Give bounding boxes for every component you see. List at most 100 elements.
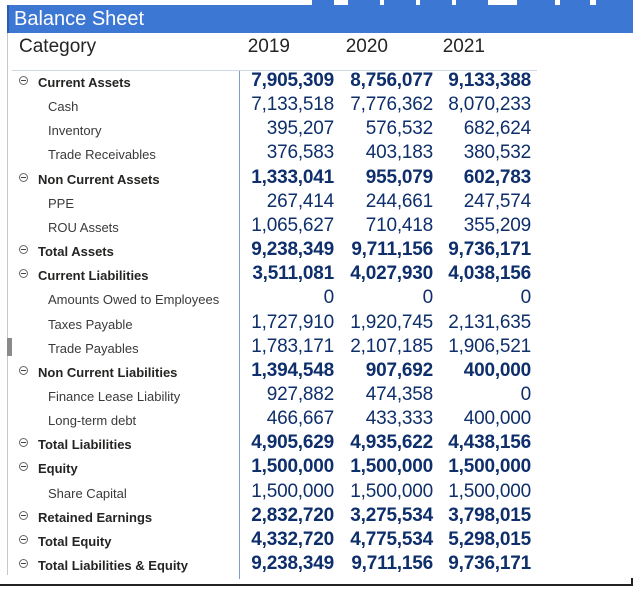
collapse-toggle-icon[interactable] — [19, 510, 28, 520]
table-row[interactable]: ROU Assets 1,065,627 710,418 355,209 — [0, 215, 540, 239]
collapse-toggle-icon[interactable] — [19, 462, 28, 472]
cell-value: 1,065,627 — [251, 214, 334, 236]
table-row[interactable]: Total Assets 9,238,349 9,711,156 9,736,171 — [0, 239, 540, 263]
cell-value: 9,711,156 — [351, 239, 433, 261]
cell-value: 9,133,388 — [448, 70, 531, 91]
row-label: Trade Receivables — [48, 147, 156, 163]
collapse-toggle-icon[interactable] — [19, 365, 28, 375]
collapse-toggle-icon[interactable] — [19, 269, 28, 279]
cell-value: 380,532 — [463, 142, 531, 164]
cell-value: 1,500,000 — [448, 456, 531, 478]
cell-value: 4,332,720 — [251, 528, 334, 550]
cell-value: 0 — [520, 383, 532, 405]
row-label: Inventory — [48, 123, 102, 139]
row-label: Cash — [48, 99, 79, 115]
cell-value: 602,783 — [463, 166, 531, 188]
row-label: ROU Assets — [48, 219, 119, 235]
cell-value: 1,500,000 — [251, 456, 334, 478]
toolbar-handle[interactable] — [312, 0, 334, 5]
row-label: Trade Payables — [48, 340, 139, 356]
table-row[interactable]: Trade Receivables 376,583 403,183 380,532 — [0, 142, 540, 166]
cell-value: 9,736,171 — [448, 239, 531, 261]
toolbar-button[interactable] — [348, 0, 380, 5]
collapse-toggle-icon[interactable] — [19, 534, 28, 544]
cell-value: 433,333 — [365, 408, 433, 430]
cell-value: 2,107,185 — [350, 335, 433, 357]
cell-value: 247,574 — [463, 190, 531, 212]
bottom-border — [0, 584, 633, 586]
table-row[interactable]: Taxes Payable 1,727,910 1,920,745 2,131,635 — [0, 312, 540, 336]
table-row[interactable]: Finance Lease Liability 927,882 474,358 0 — [0, 384, 540, 408]
cell-value: 1,500,000 — [448, 480, 531, 502]
table-row[interactable]: Current Liabilities 3,511,081 4,027,930 4,0… — [0, 263, 540, 287]
header-divider — [12, 70, 537, 71]
table-row[interactable]: Non Current Liabilities 1,394,548 907,692 4… — [0, 360, 540, 384]
toolbar-button[interactable] — [456, 0, 488, 5]
table-row[interactable]: Inventory 395,207 576,532 682,624 — [0, 118, 540, 142]
cell-value: 2,832,720 — [251, 504, 334, 526]
table-row[interactable]: Trade Payables 1,783,171 2,107,185 1,906,52… — [0, 336, 540, 360]
cell-value: 2,131,635 — [448, 311, 531, 333]
collapse-toggle-icon[interactable] — [19, 245, 28, 255]
cell-value: 1,394,548 — [251, 359, 334, 381]
column-header-2020[interactable]: 2020 — [345, 36, 388, 57]
cell-value: 1,500,000 — [251, 480, 334, 502]
cell-value: 4,905,629 — [251, 432, 334, 454]
toolbar-button[interactable] — [517, 0, 555, 5]
table-row[interactable]: Current Assets 7,905,309 8,756,077 9,133,38… — [0, 70, 540, 94]
collapse-toggle-icon[interactable] — [19, 559, 28, 568]
cell-value: 400,000 — [463, 359, 531, 381]
cell-value: 376,583 — [266, 142, 334, 164]
cell-value: 1,500,000 — [350, 456, 433, 478]
table-row[interactable]: Retained Earnings 2,832,720 3,275,534 3,798… — [0, 505, 540, 529]
cell-value: 1,906,521 — [448, 335, 531, 357]
collapse-toggle-icon[interactable] — [19, 172, 28, 182]
cell-value: 0 — [422, 287, 434, 309]
table-row[interactable]: Total Equity 4,332,720 4,775,534 5,298,015 — [0, 529, 540, 553]
column-header-2021[interactable]: 2021 — [442, 36, 485, 57]
column-header-2019[interactable]: 2019 — [247, 36, 290, 57]
collapse-toggle-icon[interactable] — [19, 76, 28, 85]
cell-value: 9,238,349 — [251, 553, 334, 574]
table-row[interactable]: Cash 7,133,518 7,776,362 8,070,233 — [0, 94, 540, 118]
cell-value: 4,027,930 — [350, 263, 433, 285]
toolbar-button[interactable] — [560, 0, 590, 5]
table-row[interactable]: Non Current Assets 1,333,041 955,079 602,78… — [0, 167, 540, 191]
row-label: Total Liabilities — [38, 437, 132, 453]
cell-value: 3,798,015 — [448, 504, 531, 526]
cell-value: 8,756,077 — [350, 70, 433, 91]
title-bar: Balance Sheet — [7, 5, 633, 33]
cell-value: 682,624 — [463, 118, 531, 140]
cell-value: 5,298,015 — [448, 528, 531, 550]
cell-value: 1,920,745 — [350, 311, 433, 333]
cell-value: 4,935,622 — [350, 432, 433, 454]
table-row[interactable]: Share Capital 1,500,000 1,500,000 1,500,000 — [0, 481, 540, 505]
table-row[interactable]: Equity 1,500,000 1,500,000 1,500,000 — [0, 456, 540, 480]
toolbar-button[interactable] — [596, 0, 633, 5]
row-label: Finance Lease Liability — [48, 388, 181, 404]
cell-value: 907,692 — [365, 359, 433, 381]
row-label: Total Assets — [38, 244, 114, 260]
cell-value: 4,775,534 — [350, 528, 433, 550]
table-row[interactable]: Total Liabilities 4,905,629 4,935,622 4,438… — [0, 432, 540, 456]
row-label: Total Equity — [38, 533, 112, 549]
cell-value: 0 — [520, 287, 532, 309]
cell-value: 4,038,156 — [448, 263, 531, 285]
cell-value: 244,661 — [365, 190, 433, 212]
row-label: Total Liabilities & Equity — [38, 558, 188, 573]
toolbar-button[interactable] — [420, 0, 452, 5]
cell-value: 400,000 — [463, 408, 531, 430]
table-row[interactable]: Long-term debt 466,667 433,333 400,000 — [0, 408, 540, 432]
cell-value: 1,333,041 — [251, 166, 334, 188]
table-row[interactable]: PPE 267,414 244,661 247,574 — [0, 191, 540, 215]
toolbar-button[interactable] — [384, 0, 416, 5]
column-header-category[interactable]: Category — [19, 36, 97, 57]
row-label: Non Current Assets — [38, 171, 160, 187]
cell-value: 710,418 — [365, 214, 433, 236]
row-label: Amounts Owed to Employees — [48, 292, 220, 308]
table-row[interactable]: Amounts Owed to Employees 0 0 0 — [0, 287, 540, 311]
cell-value: 3,275,534 — [350, 504, 433, 526]
resize-handle[interactable] — [7, 338, 12, 356]
table-row[interactable]: Total Liabilities & Equity 9,238,349 9,711… — [0, 553, 540, 577]
collapse-toggle-icon[interactable] — [19, 438, 28, 448]
